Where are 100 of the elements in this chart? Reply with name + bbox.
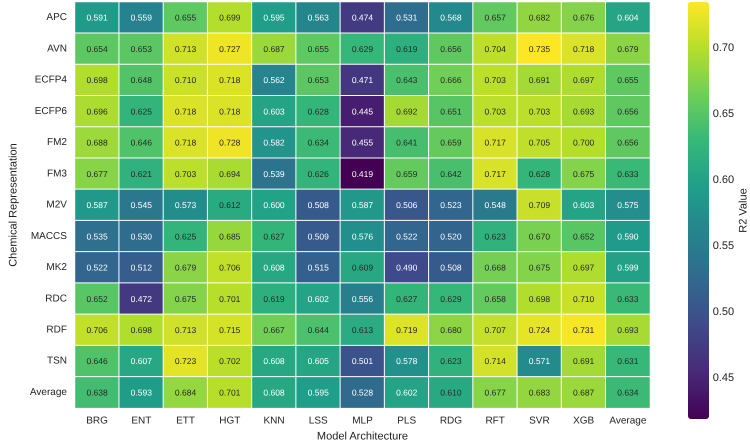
data-label: 0.625 xyxy=(174,231,196,242)
data-label: 0.703 xyxy=(484,106,506,116)
x-tick-label: MLP xyxy=(352,416,374,427)
data-label: 0.648 xyxy=(130,75,152,86)
y-tick-label: AVN xyxy=(47,43,67,54)
data-label: 0.501 xyxy=(352,356,374,366)
data-label: 0.530 xyxy=(130,231,152,242)
data-label: 0.701 xyxy=(219,294,241,304)
data-label: 0.613 xyxy=(352,325,374,336)
data-label: 0.685 xyxy=(219,231,241,242)
data-label: 0.638 xyxy=(86,387,108,398)
data-label: 0.714 xyxy=(484,356,506,366)
data-label: 0.608 xyxy=(263,262,285,273)
y-axis-title: Chemical Representation xyxy=(8,143,20,267)
data-label: 0.691 xyxy=(573,356,595,366)
data-label: 0.717 xyxy=(484,168,506,179)
data-label: 0.676 xyxy=(573,12,595,23)
data-label: 0.643 xyxy=(396,75,418,86)
data-label: 0.633 xyxy=(617,168,639,179)
y-tick-label: MACCS xyxy=(30,230,68,242)
data-label: 0.603 xyxy=(263,106,285,116)
data-label: 0.682 xyxy=(528,12,550,23)
data-label: 0.670 xyxy=(528,231,550,242)
data-label: 0.568 xyxy=(440,12,462,23)
y-tick-label: FM3 xyxy=(46,168,68,180)
data-label: 0.623 xyxy=(484,231,506,242)
data-label: 0.609 xyxy=(352,262,374,273)
data-label: 0.706 xyxy=(86,325,108,336)
data-label: 0.528 xyxy=(352,387,374,398)
data-label: 0.605 xyxy=(308,356,330,366)
data-label: 0.508 xyxy=(308,200,330,210)
data-label: 0.659 xyxy=(396,168,418,179)
data-label: 0.654 xyxy=(86,44,108,54)
data-label: 0.683 xyxy=(528,387,550,398)
y-tick-label: RDF xyxy=(46,324,67,336)
data-label: 0.709 xyxy=(528,200,550,210)
x-tick-label: PLS xyxy=(397,416,416,427)
data-label: 0.631 xyxy=(617,356,639,366)
data-label: 0.653 xyxy=(308,75,330,86)
data-label: 0.703 xyxy=(484,75,506,86)
data-label: 0.506 xyxy=(396,200,418,210)
data-label: 0.595 xyxy=(263,12,285,23)
data-label: 0.644 xyxy=(308,325,330,336)
data-label: 0.680 xyxy=(440,325,462,336)
data-label: 0.731 xyxy=(573,325,595,336)
x-tick-label: XGB xyxy=(573,416,595,427)
data-label: 0.508 xyxy=(440,262,462,273)
data-label: 0.698 xyxy=(528,294,550,304)
data-label: 0.718 xyxy=(219,106,241,116)
data-label: 0.625 xyxy=(130,106,152,116)
data-label: 0.655 xyxy=(617,75,639,86)
data-label: 0.641 xyxy=(396,138,418,148)
data-label: 0.659 xyxy=(440,138,462,148)
data-label: 0.687 xyxy=(573,387,595,398)
x-tick-label: RFT xyxy=(485,416,505,427)
data-label: 0.696 xyxy=(86,106,108,116)
data-label: 0.653 xyxy=(130,44,152,54)
x-tick-label: Average xyxy=(609,416,647,427)
data-label: 0.628 xyxy=(308,106,330,116)
data-label: 0.627 xyxy=(263,231,285,242)
data-label: 0.710 xyxy=(174,75,196,86)
data-label: 0.677 xyxy=(86,168,108,179)
data-label: 0.571 xyxy=(528,356,550,366)
data-label: 0.698 xyxy=(130,325,152,336)
data-label: 0.520 xyxy=(440,231,462,242)
x-tick-label: ETT xyxy=(176,416,195,427)
data-label: 0.692 xyxy=(396,106,418,116)
data-label: 0.679 xyxy=(174,262,196,273)
data-label: 0.684 xyxy=(174,387,196,398)
data-label: 0.718 xyxy=(219,75,241,86)
x-tick-label: KNN xyxy=(263,416,285,427)
data-label: 0.573 xyxy=(174,200,196,210)
data-label: 0.629 xyxy=(440,294,462,304)
data-label: 0.556 xyxy=(352,294,374,304)
data-label: 0.703 xyxy=(174,168,196,179)
data-label: 0.471 xyxy=(352,75,374,86)
y-tick-label: TSN xyxy=(46,356,67,367)
data-label: 0.700 xyxy=(573,138,595,148)
color-bar-title: R2 Value xyxy=(738,188,750,233)
x-tick-label: RDG xyxy=(440,416,462,427)
data-label: 0.666 xyxy=(440,75,462,86)
data-label: 0.629 xyxy=(352,44,374,54)
data-label: 0.655 xyxy=(174,12,196,23)
data-label: 0.675 xyxy=(573,168,595,179)
data-label: 0.619 xyxy=(396,44,418,54)
data-label: 0.602 xyxy=(308,294,330,304)
data-label: 0.587 xyxy=(352,200,374,210)
data-label: 0.535 xyxy=(86,231,108,242)
data-label: 0.523 xyxy=(440,200,462,210)
color-bar-label: 0.55 xyxy=(712,240,734,252)
y-tick-label: Average xyxy=(30,386,68,398)
x-tick-label: HGT xyxy=(219,416,240,427)
data-label: 0.699 xyxy=(219,12,241,23)
data-label: 0.710 xyxy=(573,294,595,304)
data-label: 0.697 xyxy=(573,262,595,273)
data-label: 0.679 xyxy=(617,44,639,54)
data-label: 0.608 xyxy=(263,387,285,398)
data-label: 0.591 xyxy=(86,12,108,23)
data-label: 0.621 xyxy=(130,168,152,179)
data-label: 0.677 xyxy=(484,387,506,398)
